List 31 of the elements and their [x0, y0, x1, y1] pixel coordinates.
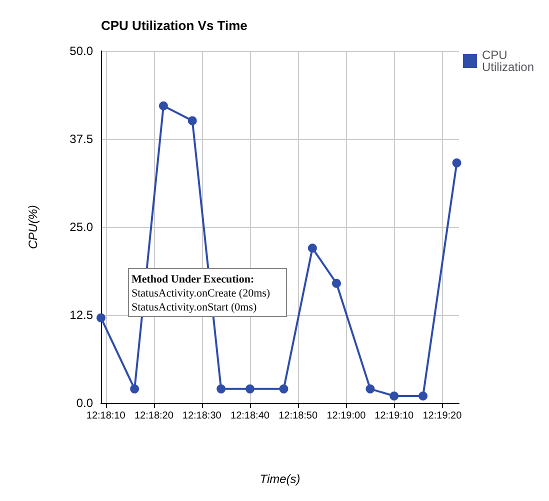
x-tick-label: 12:19:20 — [422, 410, 462, 422]
point — [279, 384, 288, 394]
point — [390, 391, 399, 400]
annotation: Method Under Execution: StatusActivity.onCreate (20ms) StatusActivity.onStart (0ms) — [132, 274, 270, 314]
point — [96, 313, 106, 322]
point — [245, 384, 254, 394]
point — [452, 158, 462, 168]
y-axis-title: CPU(%) — [26, 205, 40, 249]
x-tick-label: 12:18:30 — [182, 410, 222, 422]
point — [308, 244, 317, 253]
point — [216, 384, 226, 394]
x-tick-label: 12:19:00 — [326, 410, 366, 422]
chart-title: CPU Utilization Vs Time — [101, 18, 248, 33]
x-axis-title: Time(s) — [260, 472, 300, 486]
x-tick-label: 12:18:20 — [134, 410, 174, 422]
point — [366, 384, 375, 394]
y-tick-label: 0.0 — [76, 396, 94, 410]
x-tick-label: 12:19:10 — [374, 410, 414, 422]
point — [158, 101, 168, 110]
y-tick-label: 37.5 — [70, 132, 94, 146]
point — [130, 384, 140, 394]
point — [188, 116, 197, 126]
x-tick-label: 12:18:50 — [278, 410, 318, 422]
x-tick-label: 12:18:40 — [230, 410, 270, 422]
point — [332, 278, 341, 288]
legend-label: CPU Utilization — [482, 48, 534, 74]
x-tick-label: 12:18:10 — [86, 410, 126, 422]
point — [418, 391, 428, 400]
y-tick-label: 50.0 — [70, 44, 94, 58]
y-tick-label: 25.0 — [70, 220, 94, 234]
y-tick-label: 12.5 — [70, 308, 94, 322]
